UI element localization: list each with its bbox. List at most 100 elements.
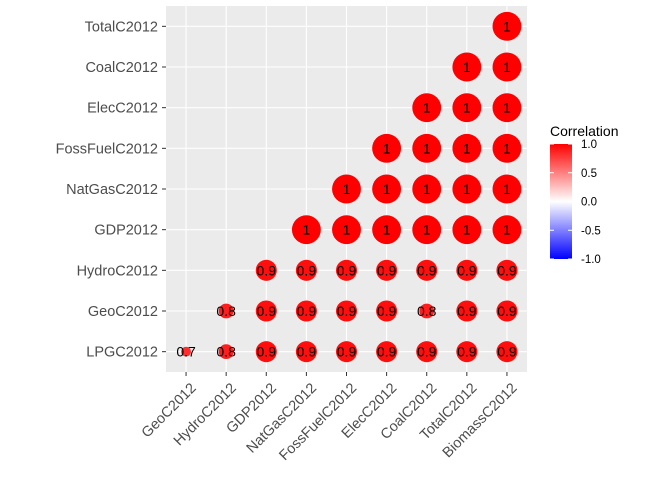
correlation-point <box>376 341 398 363</box>
correlation-label: 0.9 <box>337 303 357 319</box>
y-tick-label: LPGC2012 <box>86 345 158 361</box>
correlation-label: 1 <box>463 181 471 197</box>
correlation-point <box>496 300 518 322</box>
legend-tick-label: 0.5 <box>581 168 597 180</box>
correlation-label: 1 <box>343 222 351 238</box>
correlation-label: 1 <box>302 222 310 238</box>
legend-tick-label: -0.5 <box>581 225 601 237</box>
correlation-point <box>295 259 317 281</box>
correlation-point <box>456 341 478 363</box>
y-tick-label: FossFuelC2012 <box>56 141 158 157</box>
correlation-label: 1 <box>503 100 511 116</box>
correlation-label: 0.9 <box>417 344 437 360</box>
legend-colorbar <box>550 144 572 259</box>
correlation-label: 1 <box>383 140 391 156</box>
correlation-point <box>372 133 402 163</box>
correlation-label: 0.9 <box>377 303 397 319</box>
correlation-label: 1 <box>463 222 471 238</box>
correlation-point <box>332 174 361 204</box>
correlation-point <box>412 93 442 123</box>
correlation-point <box>335 341 358 363</box>
y-tick-label: CoalC2012 <box>85 60 158 76</box>
correlation-points: 0.7 0.8 0.8 0.9 0.9 0.9 0.9 0.9 0.9 1 0.9 0.9 0.9 1 1 0… <box>176 11 522 363</box>
correlation-point <box>218 303 234 319</box>
correlation-label: 0.7 <box>176 344 196 360</box>
correlation-label: 0.9 <box>297 262 317 278</box>
correlation-label: 0.9 <box>497 344 517 360</box>
correlation-label: 0.9 <box>417 262 437 278</box>
correlation-label: 0.9 <box>497 303 517 319</box>
correlation-label: 1 <box>423 140 431 156</box>
y-tick-label: NatGasC2012 <box>66 182 158 198</box>
correlation-label: 0.9 <box>457 344 477 360</box>
correlation-point <box>416 341 438 363</box>
correlation-label: 1 <box>503 59 511 75</box>
correlation-label: 0.9 <box>337 262 357 278</box>
correlation-point <box>496 341 518 363</box>
x-tick-label: NatGasC2012 <box>244 380 320 456</box>
correlation-label: 1 <box>383 181 391 197</box>
legend-ticks: 1.0 0.5 0.0 -0.5 -1.0 <box>550 139 601 266</box>
y-axis: LPGC2012 GeoC2012 HydroC2012 GDP2012 NatGasC… <box>56 19 166 361</box>
correlation-label: 1 <box>463 100 471 116</box>
correlation-label: 0.9 <box>297 344 317 360</box>
y-tick-label: GeoC2012 <box>88 304 158 320</box>
legend-tick-label: 0.0 <box>581 197 597 209</box>
y-tick-label: GDP2012 <box>94 223 158 239</box>
correlation-label: 1 <box>503 18 511 34</box>
correlation-point <box>335 300 358 322</box>
correlation-label: 1 <box>423 100 431 116</box>
correlation-point <box>492 215 522 245</box>
legend: Correlation 1.0 0.5 0.0 -0.5 -1.0 <box>550 123 618 266</box>
x-axis: GeoC2012HydroC2012GDP2012NatGasC2012Foss… <box>139 372 521 464</box>
correlation-label: 0.9 <box>457 262 477 278</box>
correlation-point <box>412 133 442 163</box>
correlation-point <box>419 303 435 319</box>
correlation-point <box>492 52 522 82</box>
correlation-label: 0.9 <box>257 303 277 319</box>
correlation-point <box>456 300 478 322</box>
correlation-label: 1 <box>463 140 471 156</box>
correlation-point <box>181 346 192 357</box>
correlation-label: 0.9 <box>377 262 397 278</box>
y-tick-label: TotalC2012 <box>85 19 158 35</box>
correlation-label: 0.9 <box>257 262 277 278</box>
correlation-label: 1 <box>503 140 511 156</box>
correlation-label: 0.8 <box>216 303 236 319</box>
correlation-label: 1 <box>423 222 431 238</box>
correlation-point <box>255 341 277 363</box>
correlation-label: 0.9 <box>457 303 477 319</box>
correlation-point <box>452 52 482 82</box>
correlation-point <box>456 259 478 281</box>
correlation-point <box>376 259 398 281</box>
correlation-label: 1 <box>503 222 511 238</box>
correlation-point <box>255 300 277 322</box>
correlation-point <box>295 341 317 363</box>
correlation-point <box>496 259 518 281</box>
correlation-point <box>376 300 398 322</box>
legend-tick-label: 1.0 <box>581 139 597 151</box>
correlation-label: 0.8 <box>216 344 236 360</box>
correlation-point <box>295 300 317 322</box>
correlation-point <box>255 259 277 281</box>
correlation-point <box>416 259 438 281</box>
correlation-point <box>452 174 482 204</box>
correlation-point <box>335 259 358 281</box>
x-tick-label: BiomassC2012 <box>440 380 521 461</box>
correlation-point <box>492 11 522 41</box>
correlation-point <box>492 93 522 123</box>
correlation-label: 1 <box>343 181 351 197</box>
correlation-label: 0.9 <box>297 303 317 319</box>
correlation-point <box>218 344 234 360</box>
correlation-label: 0.9 <box>377 344 397 360</box>
legend-tick-label: -1.0 <box>581 254 601 266</box>
correlation-label: 0.9 <box>337 344 357 360</box>
correlation-label: 1 <box>463 59 471 75</box>
correlation-point <box>372 174 402 204</box>
correlation-label: 1 <box>383 222 391 238</box>
correlation-point <box>452 93 482 123</box>
y-tick-label: HydroC2012 <box>77 263 158 279</box>
correlation-point <box>412 174 442 204</box>
correlation-point <box>492 133 522 163</box>
